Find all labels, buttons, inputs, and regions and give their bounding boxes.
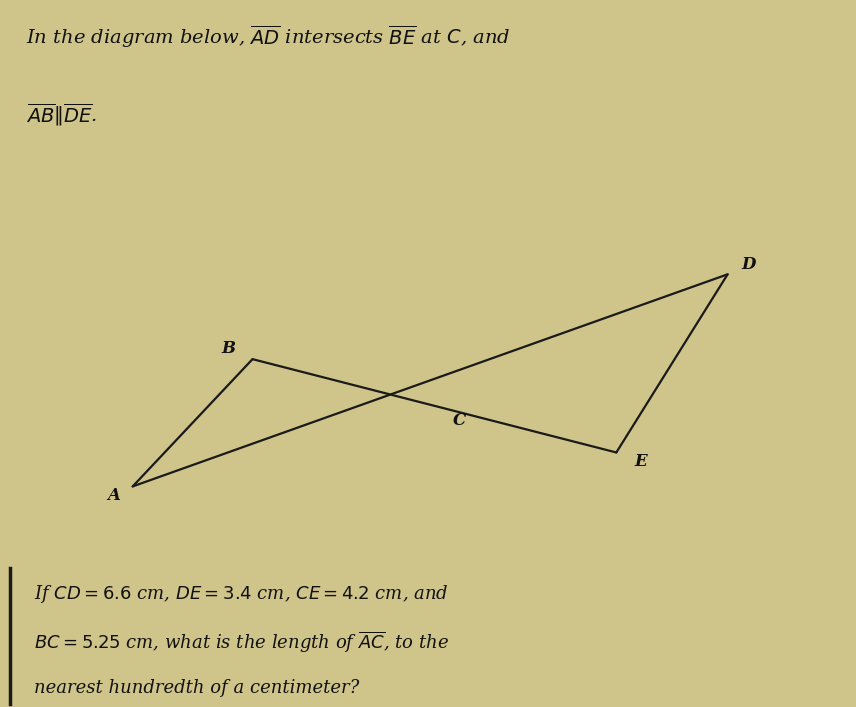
Text: A: A <box>107 487 121 504</box>
Text: In the diagram below, $\overline{AD}$ intersects $\overline{BE}$ at $C$, and: In the diagram below, $\overline{AD}$ in… <box>26 23 510 50</box>
Text: If $CD = 6.6$ cm, $DE = 3.4$ cm, $CE = 4.2$ cm, and: If $CD = 6.6$ cm, $DE = 3.4$ cm, $CE = 4… <box>34 583 449 604</box>
Text: B: B <box>222 340 235 357</box>
Text: nearest hundredth of a centimeter?: nearest hundredth of a centimeter? <box>34 679 360 696</box>
Text: D: D <box>742 257 756 274</box>
Text: $BC = 5.25$ cm, what is the length of $\overline{AC}$, to the: $BC = 5.25$ cm, what is the length of $\… <box>34 629 449 655</box>
Text: C: C <box>453 412 467 429</box>
Text: E: E <box>634 453 646 470</box>
Text: $\overline{AB}\|\overline{DE}$.: $\overline{AB}\|\overline{DE}$. <box>26 101 97 128</box>
